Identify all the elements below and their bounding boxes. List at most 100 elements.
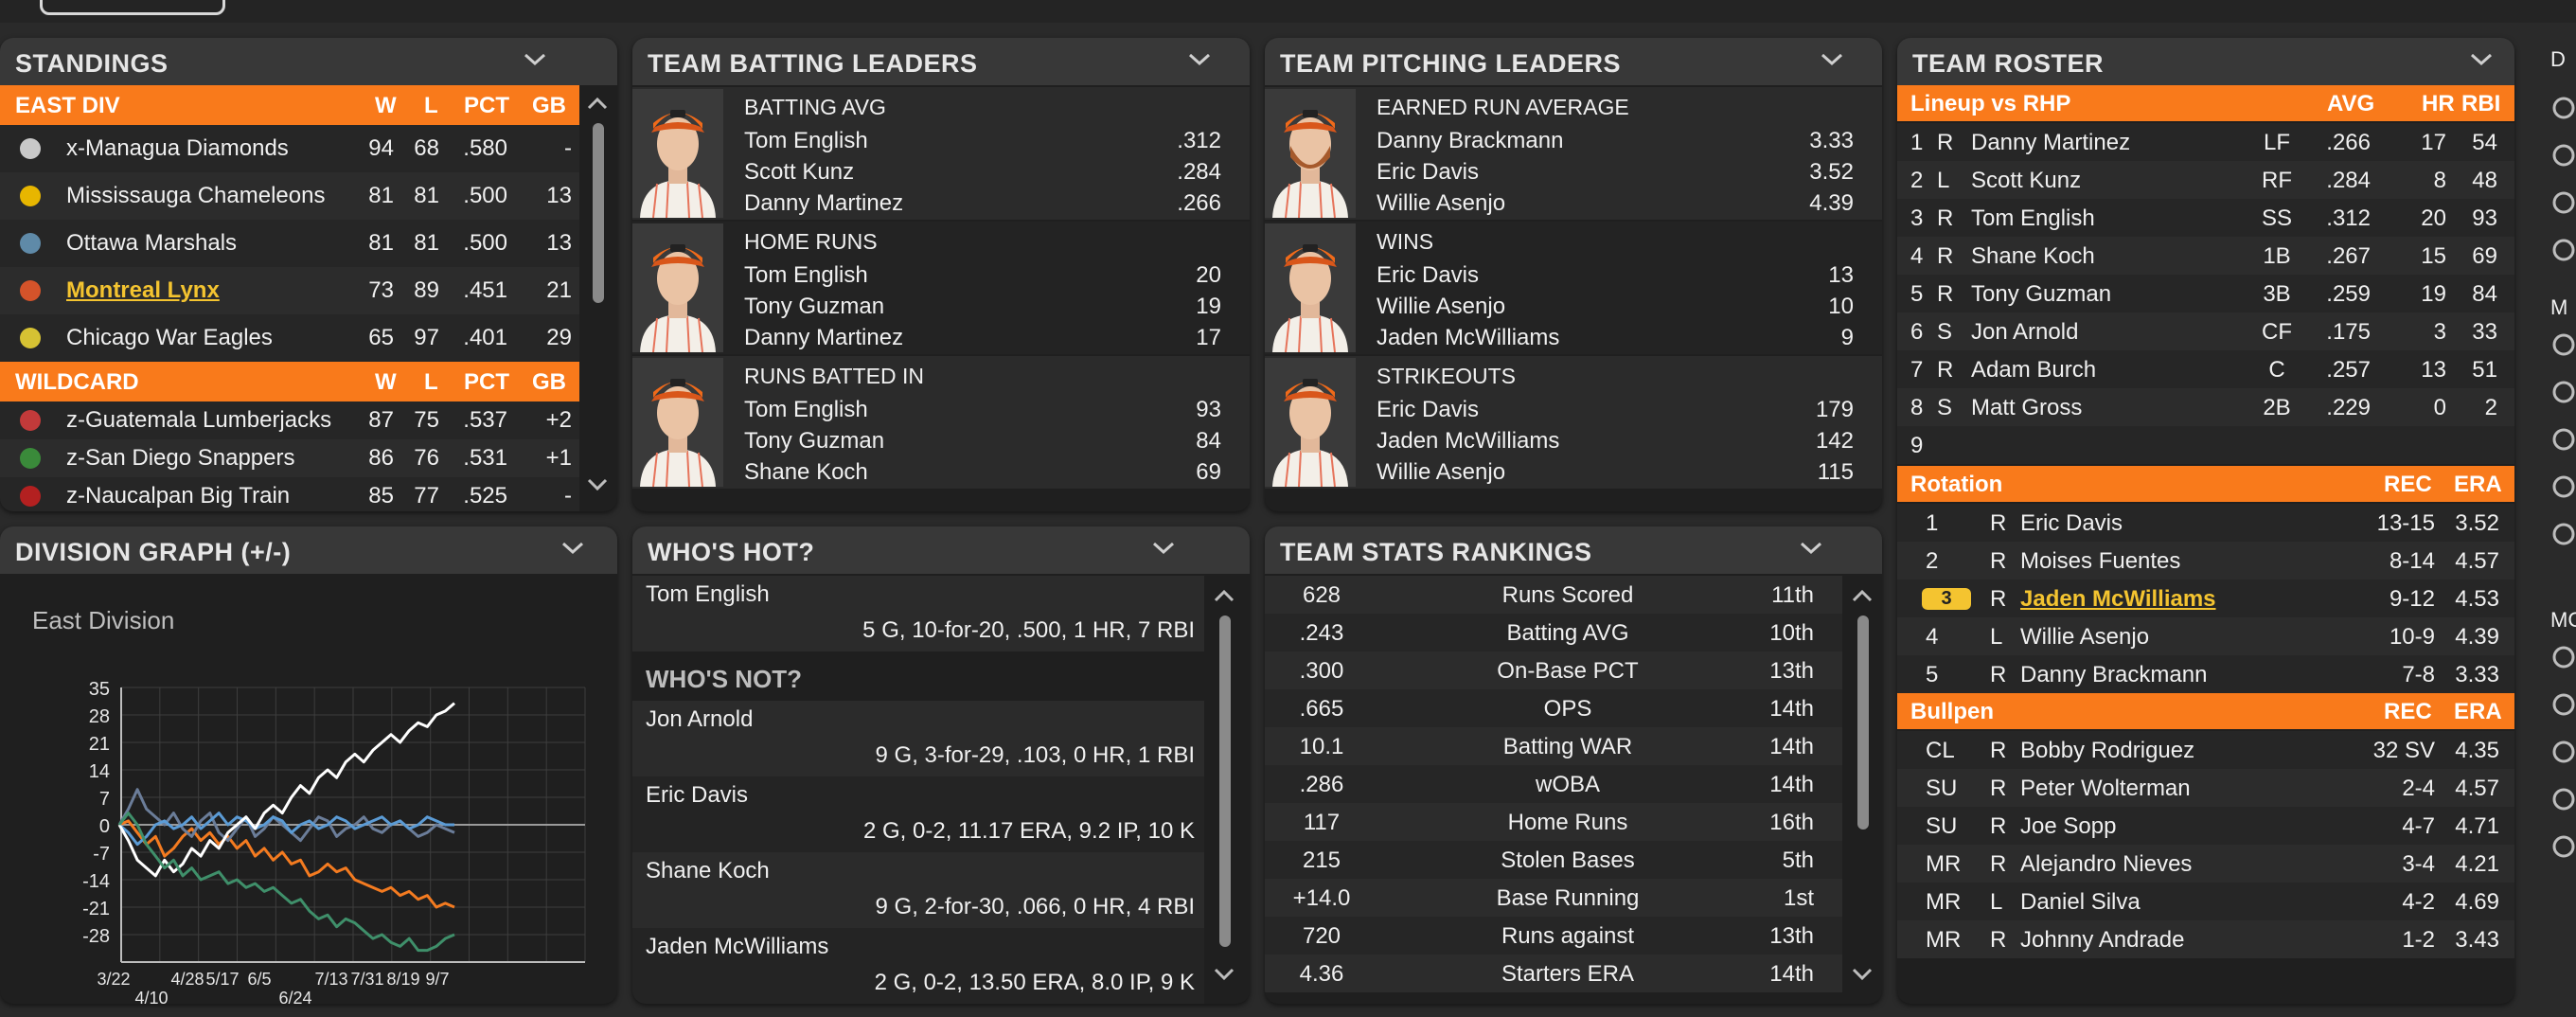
- leader-row[interactable]: Eric Davis 13: [1369, 259, 1861, 290]
- player-entry[interactable]: Jon Arnold 9 G, 3-for-29, .103, 0 HR, 1 R…: [632, 701, 1204, 776]
- chart-icon[interactable]: [2550, 473, 2576, 500]
- leader-row[interactable]: Scott Kunz .284: [737, 156, 1229, 187]
- leader-row[interactable]: Willie Asenjo 10: [1369, 291, 1861, 321]
- leader-row[interactable]: Willie Asenjo 4.39: [1369, 187, 1861, 218]
- leader-row[interactable]: Tom English 93: [737, 394, 1229, 424]
- share-icon[interactable]: [2550, 521, 2576, 547]
- leader-row[interactable]: Tony Guzman 19: [737, 291, 1229, 321]
- leader-row[interactable]: Eric Davis 179: [1369, 394, 1861, 424]
- leader-row[interactable]: Tom English .312: [737, 125, 1229, 155]
- lineup-row[interactable]: 1 R Danny Martinez LF .266 17 54: [1897, 123, 2514, 161]
- rotation-row[interactable]: 2 Moises Fuentes R 8-14 4.57: [1897, 542, 2514, 580]
- position: 1B: [2263, 243, 2291, 269]
- standings-row[interactable]: z-San Diego Snappers 86 76 .531 +1: [0, 439, 579, 477]
- leader-row[interactable]: Jaden McWilliams 142: [1369, 425, 1861, 455]
- standings-row[interactable]: z-Guatemala Lumberjacks 87 75 .537 +2: [0, 401, 579, 439]
- ranking-row[interactable]: 4.36 Starters ERA 14th: [1265, 955, 1842, 992]
- scroll-up-arrow-icon[interactable]: [1852, 589, 1873, 602]
- chevron-down-icon[interactable]: [2469, 51, 2494, 68]
- player-entry[interactable]: Shane Koch 9 G, 2-for-30, .066, 0 HR, 4 R…: [632, 852, 1204, 928]
- chevron-down-icon[interactable]: [1799, 540, 1823, 557]
- phone-icon[interactable]: [2550, 426, 2576, 453]
- lineup-row[interactable]: 8 S Matt Gross 2B .229 0 2: [1897, 388, 2514, 426]
- bullpen-row[interactable]: SU R Joe Sopp 4-7 4.71: [1897, 807, 2514, 845]
- home-icon[interactable]: [2550, 331, 2576, 358]
- player-entry[interactable]: Jaden McWilliams 2 G, 0-2, 13.50 ERA, 8.0…: [632, 928, 1204, 1004]
- gear-icon[interactable]: [2550, 237, 2576, 263]
- standings-row[interactable]: Montreal Lynx 73 89 .451 21: [0, 267, 579, 314]
- lineup-row[interactable]: 5 R Tony Guzman 3B .259 19 84: [1897, 275, 2514, 312]
- lineup-row[interactable]: 6 S Jon Arnold CF .175 3 33: [1897, 312, 2514, 350]
- player-entry[interactable]: Tom English 5 G, 10-for-20, .500, 1 HR, 7…: [632, 576, 1204, 651]
- rankings-scrollbar[interactable]: [1857, 616, 1869, 830]
- x-tick-label: 7/31: [350, 970, 383, 989]
- leader-row[interactable]: Eric Davis 3.52: [1369, 156, 1861, 187]
- home-icon[interactable]: [2550, 95, 2576, 121]
- chevron-down-icon[interactable]: [1820, 51, 1844, 68]
- chevron-down-icon[interactable]: [523, 51, 547, 68]
- settings-icon[interactable]: [2550, 833, 2576, 860]
- rotation-row[interactable]: 5 Danny Brackmann R 7-8 3.33: [1897, 655, 2514, 693]
- leader-row[interactable]: Shane Koch 69: [737, 456, 1229, 487]
- ranking-row[interactable]: .665 OPS 14th: [1265, 689, 1842, 727]
- team-name[interactable]: Montreal Lynx: [66, 277, 220, 303]
- leader-row[interactable]: Danny Brackmann 3.33: [1369, 125, 1861, 155]
- ranking-row[interactable]: 10.1 Batting WAR 14th: [1265, 727, 1842, 765]
- bullpen-row[interactable]: MR R Johnny Andrade 1-2 3.43: [1897, 920, 2514, 958]
- standings-row[interactable]: Ottawa Marshals 81 81 .500 13: [0, 220, 579, 267]
- rotation-row[interactable]: 3 Jaden McWilliams R 9-12 4.53: [1897, 580, 2514, 617]
- pitcher-name: Moises Fuentes: [2020, 548, 2181, 574]
- lineup-row[interactable]: 2 L Scott Kunz RF .284 8 48: [1897, 161, 2514, 199]
- standings-row[interactable]: Mississauga Chameleons 81 81 .500 13: [0, 172, 579, 220]
- ranking-row[interactable]: 628 Runs Scored 11th: [1265, 576, 1842, 614]
- lineup-row[interactable]: 7 R Adam Burch C .257 13 51: [1897, 350, 2514, 388]
- standings-row[interactable]: Chicago War Eagles 65 97 .401 29: [0, 314, 579, 362]
- ranking-row[interactable]: +14.0 Base Running 1st: [1265, 879, 1842, 917]
- mail-icon[interactable]: [2550, 142, 2576, 169]
- player-entry[interactable]: Eric Davis 2 G, 0-2, 11.17 ERA, 9.2 IP, 1…: [632, 776, 1204, 852]
- scroll-down-arrow-icon[interactable]: [1852, 968, 1873, 981]
- eye-icon[interactable]: [2550, 379, 2576, 405]
- scroll-down-arrow-icon[interactable]: [587, 478, 608, 491]
- standings-row[interactable]: x-Managua Diamonds 94 68 .580 -: [0, 125, 579, 172]
- leader-row[interactable]: Danny Martinez .266: [737, 187, 1229, 218]
- leader-row[interactable]: Willie Asenjo 115: [1369, 456, 1861, 487]
- lineup-row[interactable]: 3 R Tom English SS .312 20 93: [1897, 199, 2514, 237]
- leader-row[interactable]: Danny Martinez 17: [737, 322, 1229, 352]
- ranking-row[interactable]: .243 Batting AVG 10th: [1265, 614, 1842, 651]
- bullpen-row[interactable]: CL R Bobby Rodriguez 32 SV 4.35: [1897, 731, 2514, 769]
- home-icon[interactable]: [2550, 644, 2576, 670]
- bullpen-row[interactable]: MR L Daniel Silva 4-2 4.69: [1897, 883, 2514, 920]
- stethoscope-icon[interactable]: [2550, 691, 2576, 718]
- lineup-row[interactable]: 4 R Shane Koch 1B .267 15 69: [1897, 237, 2514, 275]
- standings-scrollbar[interactable]: [593, 123, 604, 303]
- bullpen-row[interactable]: SU R Peter Wolterman 2-4 4.57: [1897, 769, 2514, 807]
- leader-row[interactable]: Tony Guzman 84: [737, 425, 1229, 455]
- chevron-down-icon[interactable]: [560, 540, 585, 557]
- scroll-up-arrow-icon[interactable]: [1214, 589, 1235, 602]
- ranking-row[interactable]: .300 On-Base PCT 13th: [1265, 651, 1842, 689]
- search-icon[interactable]: [2550, 189, 2576, 216]
- rotation-row[interactable]: 4 Willie Asenjo L 10-9 4.39: [1897, 617, 2514, 655]
- ranking-row[interactable]: .286 wOBA 14th: [1265, 765, 1842, 803]
- scroll-up-arrow-icon[interactable]: [587, 97, 608, 110]
- scroll-down-arrow-icon[interactable]: [1214, 968, 1235, 981]
- leader-row[interactable]: Tom English 20: [737, 259, 1229, 290]
- games-back-value: -: [564, 135, 572, 161]
- standings-row[interactable]: z-Naucalpan Big Train 85 77 .525 -: [0, 477, 579, 511]
- position: C: [2268, 357, 2285, 383]
- chevron-down-icon[interactable]: [1151, 540, 1176, 557]
- rotation-row[interactable]: 1 Eric Davis R 13-15 3.52: [1897, 504, 2514, 542]
- eye-icon[interactable]: [2550, 739, 2576, 765]
- leader-row[interactable]: Jaden McWilliams 9: [1369, 322, 1861, 352]
- share-icon[interactable]: [2550, 786, 2576, 812]
- lineup-row[interactable]: 9: [1897, 426, 2514, 464]
- bullpen-row[interactable]: MR R Alejandro Nieves 3-4 4.21: [1897, 845, 2514, 883]
- top-tab-button[interactable]: [40, 0, 225, 15]
- whos-hot-scrollbar[interactable]: [1219, 616, 1231, 947]
- era-value: 3.33: [2455, 662, 2499, 687]
- ranking-row[interactable]: 215 Stolen Bases 5th: [1265, 841, 1842, 879]
- ranking-row[interactable]: 117 Home Runs 16th: [1265, 803, 1842, 841]
- ranking-row[interactable]: 720 Runs against 13th: [1265, 917, 1842, 955]
- chevron-down-icon[interactable]: [1187, 51, 1212, 68]
